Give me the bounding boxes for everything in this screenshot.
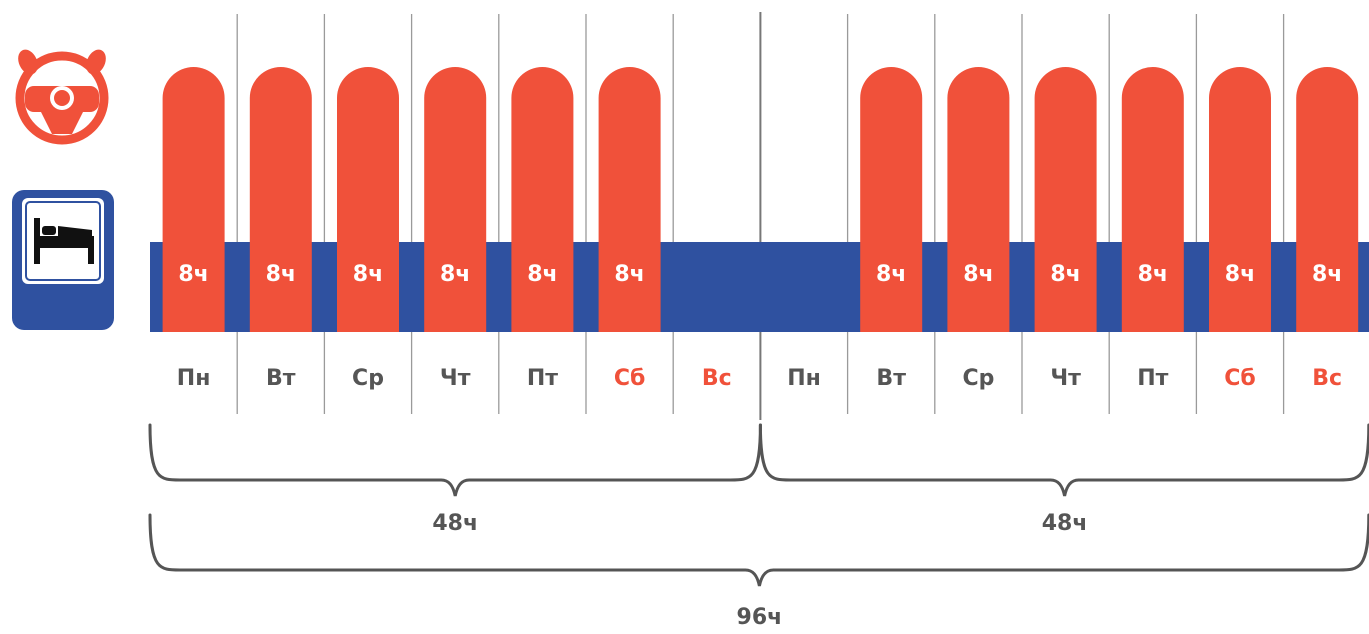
- day-label: Чт: [1050, 366, 1081, 391]
- day-label: Пн: [787, 366, 821, 391]
- day-label: Ср: [962, 366, 994, 391]
- driving-bar: [424, 67, 486, 332]
- driving-bar: [163, 67, 225, 332]
- week-total-label: 48ч: [432, 511, 478, 536]
- driving-bar: [1122, 67, 1184, 332]
- driving-hours-label: 8ч: [527, 262, 557, 287]
- driving-hours-label: 8ч: [440, 262, 470, 287]
- steering-wheel-icon: [14, 46, 109, 140]
- driving-hours-label: 8ч: [266, 262, 296, 287]
- day-label: Вс: [1312, 366, 1342, 391]
- rest-band: [150, 242, 1369, 332]
- day-label: Чт: [440, 366, 471, 391]
- driving-bar: [860, 67, 922, 332]
- day-label: Ср: [352, 366, 384, 391]
- driving-bar: [1209, 67, 1271, 332]
- driving-bar: [599, 67, 661, 332]
- day-label: Пт: [1137, 366, 1168, 391]
- driving-hours-label: 8ч: [963, 262, 993, 287]
- driving-hours-label: 8ч: [178, 262, 208, 287]
- driving-hours-label: 8ч: [614, 262, 644, 287]
- week-brace: [760, 425, 1368, 496]
- driving-bar: [337, 67, 399, 332]
- week-total-label: 48ч: [1042, 511, 1088, 536]
- total-brace: [150, 515, 1369, 586]
- driving-bar: [947, 67, 1009, 332]
- driving-hours-label: 8ч: [1050, 262, 1080, 287]
- day-label: Пт: [527, 366, 558, 391]
- driving-hours-label: 8ч: [353, 262, 383, 287]
- day-label: Пн: [177, 366, 211, 391]
- day-label: Сб: [1224, 366, 1256, 391]
- driving-bar: [511, 67, 573, 332]
- day-label: Вс: [702, 366, 732, 391]
- day-label: Сб: [614, 366, 646, 391]
- driving-hours-label: 8ч: [1138, 262, 1168, 287]
- driving-bar: [250, 67, 312, 332]
- driving-hours-label: 8ч: [1225, 262, 1255, 287]
- grand-total-label: 96ч: [737, 605, 783, 630]
- day-label: Вт: [876, 366, 906, 391]
- day-label: Вт: [266, 366, 296, 391]
- driving-bar: [1035, 67, 1097, 332]
- driving-hours-label: 8ч: [876, 262, 906, 287]
- bed-icon: [12, 190, 114, 330]
- driving-bar: [1296, 67, 1358, 332]
- driving-hours-label: 8ч: [1312, 262, 1342, 287]
- week-brace: [150, 425, 760, 496]
